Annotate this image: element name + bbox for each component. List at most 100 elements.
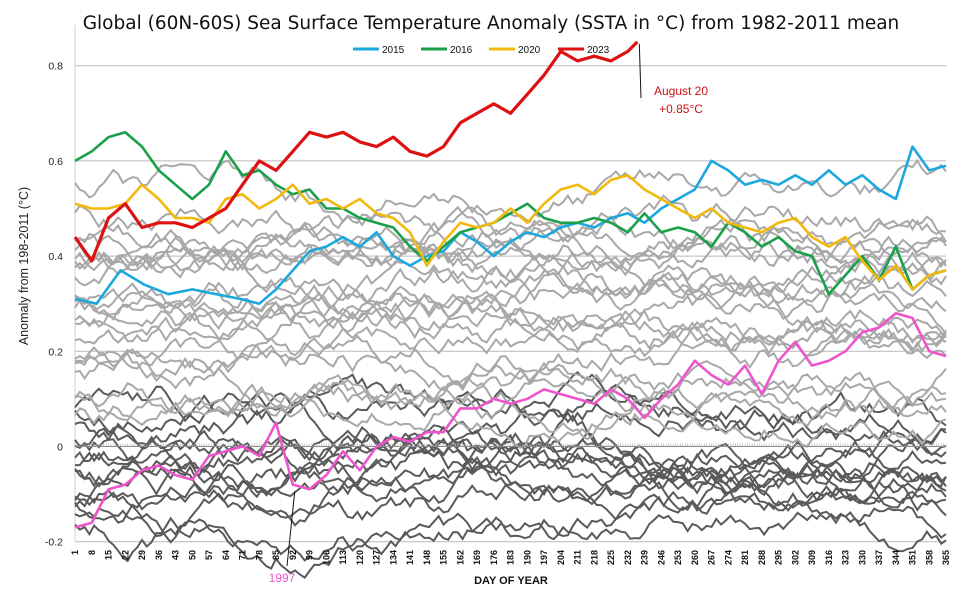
x-tick-label-316: 316 — [824, 550, 834, 565]
gray-series-line — [74, 490, 947, 579]
annotations: August 20 +0.85°C 1997 — [269, 43, 708, 585]
legend-label-2020: 2020 — [518, 45, 541, 56]
x-tick-label-141: 141 — [405, 550, 415, 565]
x-tick-label-106: 106 — [321, 550, 331, 565]
x-tick-label-43: 43 — [171, 550, 181, 560]
gray-series-line — [74, 352, 947, 449]
y-tick-label-1: 0 — [57, 442, 63, 454]
gray-series-line — [74, 334, 947, 416]
annotation-leader-august — [638, 43, 642, 99]
x-tick-label-176: 176 — [489, 550, 499, 565]
gray-series-line — [74, 284, 947, 340]
x-tick-label-239: 239 — [640, 550, 650, 565]
annotation-1997: 1997 — [269, 571, 296, 585]
x-tick-label-92: 92 — [288, 550, 298, 560]
gray-series-line — [74, 300, 947, 370]
x-tick-label-281: 281 — [740, 550, 750, 565]
x-tick-label-50: 50 — [187, 550, 197, 560]
series-line-2023 — [73, 40, 639, 263]
gray-series-line — [74, 268, 947, 341]
y-axis-ticks: -0.2 0 0.2 0.4 0.6 0.8 — [45, 61, 63, 549]
y-tick-label-4: 0.6 — [48, 156, 63, 168]
gray-series-line — [74, 434, 947, 509]
x-tick-label-351: 351 — [908, 550, 918, 565]
y-tick-label-0: -0.2 — [45, 537, 63, 549]
x-tick-label-155: 155 — [439, 550, 449, 565]
gray-series-line — [74, 265, 947, 316]
x-tick-label-309: 309 — [807, 550, 817, 565]
gray-series-line — [74, 312, 947, 392]
x-tick-label-134: 134 — [388, 550, 398, 565]
legend: 2015 2016 2020 2023 — [353, 45, 610, 56]
x-tick-label-22: 22 — [120, 550, 130, 560]
x-tick-label-274: 274 — [723, 550, 733, 565]
annotation-august-date: August 20 — [654, 84, 708, 98]
x-tick-label-169: 169 — [472, 550, 482, 565]
x-tick-label-8: 8 — [87, 550, 97, 555]
x-tick-label-344: 344 — [891, 550, 901, 565]
gray-series-line — [74, 401, 947, 463]
gray-series-line — [74, 292, 947, 352]
x-tick-label-302: 302 — [790, 550, 800, 565]
y-axis-label: Anomaly from 198-2011 (°C) — [17, 187, 31, 345]
x-tick-label-127: 127 — [372, 550, 382, 565]
x-tick-label-120: 120 — [355, 550, 365, 565]
x-tick-label-1: 1 — [70, 550, 80, 555]
gray-series-line — [74, 284, 947, 354]
x-tick-label-29: 29 — [137, 550, 147, 560]
x-tick-label-99: 99 — [305, 550, 315, 560]
annotation-leader-1997 — [286, 491, 296, 567]
zero-axis-minor-ticks — [74, 443, 947, 447]
gray-series-line — [74, 326, 947, 381]
legend-item-2016: 2016 — [421, 45, 473, 56]
series-line-2020 — [74, 173, 947, 291]
legend-label-2015: 2015 — [382, 45, 405, 56]
gray-series-line — [74, 441, 947, 511]
x-tick-label-85: 85 — [271, 550, 281, 560]
x-tick-label-365: 365 — [941, 550, 951, 565]
x-tick-label-113: 113 — [338, 550, 348, 565]
x-axis-ticks: 1 8 15 22 29 36 43 50 57 64 71 78 85 92 99 106 113 120 127… — [70, 550, 951, 565]
x-tick-label-323: 323 — [841, 550, 851, 565]
gray-series-line — [74, 205, 947, 281]
chart-title: Global (60N-60S) Sea Surface Temperature… — [83, 13, 900, 34]
x-tick-label-260: 260 — [690, 550, 700, 565]
x-tick-label-330: 330 — [857, 550, 867, 565]
gray-series-line — [75, 409, 947, 483]
gray-series-line — [74, 371, 947, 427]
legend-label-2023: 2023 — [587, 45, 610, 56]
x-tick-label-295: 295 — [774, 550, 784, 565]
x-tick-label-337: 337 — [874, 550, 884, 565]
x-tick-label-183: 183 — [506, 550, 516, 565]
x-tick-label-211: 211 — [573, 550, 583, 565]
series-line-2015 — [74, 145, 947, 306]
legend-item-2020: 2020 — [489, 45, 541, 56]
series-line-1997 — [74, 311, 947, 529]
x-tick-label-162: 162 — [455, 550, 465, 565]
x-tick-label-36: 36 — [154, 550, 164, 560]
gray-series-line — [74, 360, 947, 432]
y-tick-label-3: 0.4 — [48, 251, 63, 263]
y-tick-label-5: 0.8 — [48, 61, 63, 73]
x-tick-label-288: 288 — [757, 550, 767, 565]
highlight-series — [73, 40, 947, 529]
x-tick-label-57: 57 — [204, 550, 214, 560]
x-tick-label-78: 78 — [254, 550, 264, 560]
x-tick-label-15: 15 — [104, 550, 114, 560]
gray-series-line — [74, 491, 947, 562]
x-axis — [74, 443, 947, 447]
x-tick-label-190: 190 — [522, 550, 532, 565]
x-axis-label: DAY OF YEAR — [474, 575, 548, 587]
legend-item-2015: 2015 — [353, 45, 405, 56]
y-tick-label-2: 0.2 — [48, 346, 63, 358]
x-tick-label-225: 225 — [606, 550, 616, 565]
x-tick-label-148: 148 — [422, 550, 432, 565]
x-tick-label-232: 232 — [623, 550, 633, 565]
gray-series-line — [74, 446, 947, 503]
x-tick-label-267: 267 — [707, 550, 717, 565]
x-tick-label-64: 64 — [221, 550, 231, 560]
x-tick-label-246: 246 — [656, 550, 666, 565]
annotation-august-value: +0.85°C — [659, 102, 703, 116]
